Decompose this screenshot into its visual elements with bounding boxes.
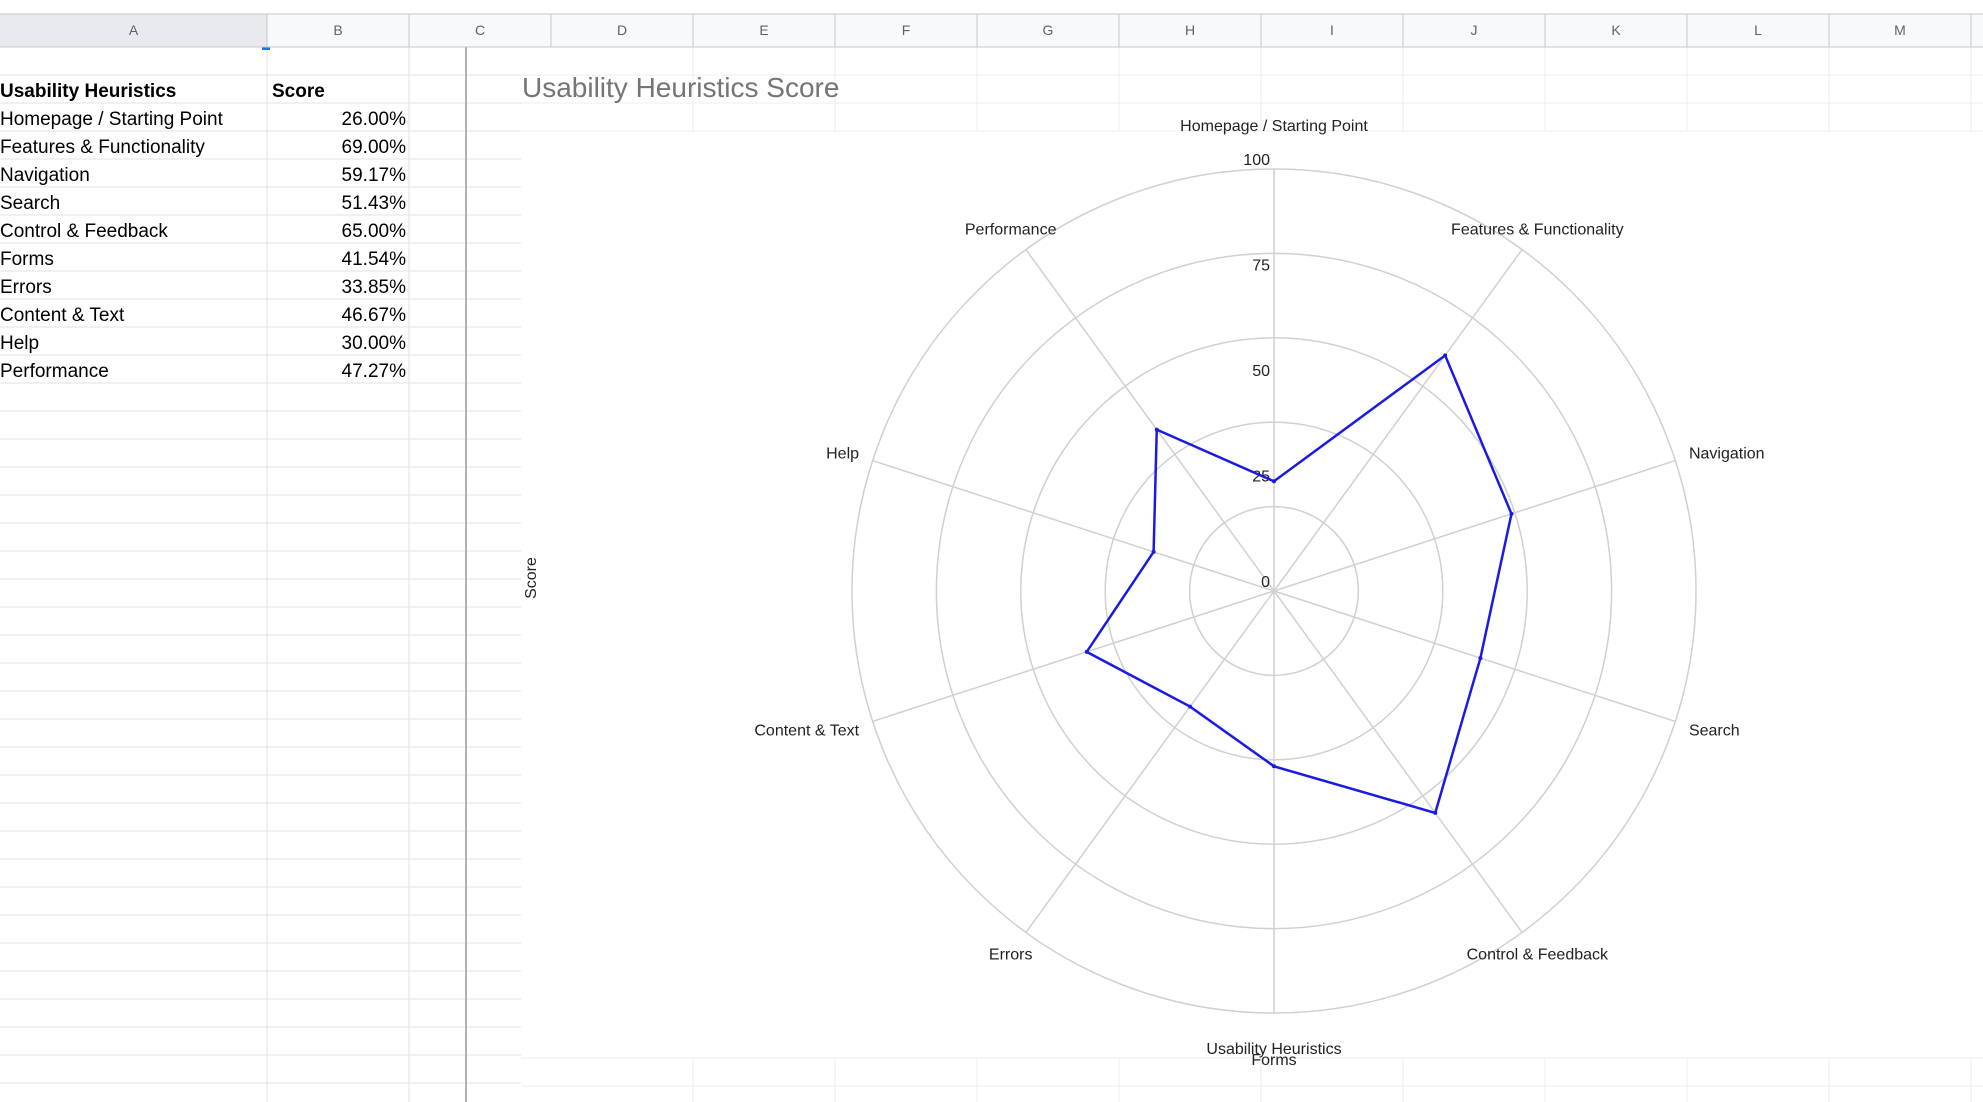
table-row-label[interactable]: Features & Functionality	[0, 137, 205, 158]
table-row-label[interactable]: Navigation	[0, 165, 90, 186]
table-row-score[interactable]: 46.67%	[341, 305, 406, 326]
table-row-score[interactable]: 51.43%	[341, 193, 406, 214]
column-header-m[interactable]: M	[1894, 22, 1906, 38]
column-header-e[interactable]: E	[759, 22, 768, 38]
table-row-score[interactable]: 26.00%	[341, 109, 406, 130]
table-row-score[interactable]: 69.00%	[341, 137, 406, 158]
column-header-c[interactable]: C	[475, 22, 485, 38]
table-row-label[interactable]: Content & Text	[0, 305, 125, 326]
column-header-h[interactable]: H	[1185, 22, 1195, 38]
table-row-score[interactable]: 30.00%	[341, 333, 406, 354]
column-header-j[interactable]: J	[1471, 22, 1478, 38]
table-row-score[interactable]: 41.54%	[341, 249, 406, 270]
column-header-k[interactable]: K	[1611, 22, 1621, 38]
column-header-selected	[0, 14, 267, 47]
table-row-score[interactable]: 59.17%	[341, 165, 406, 186]
table-row-score[interactable]: 33.85%	[341, 277, 406, 298]
column-header-d[interactable]: D	[617, 22, 627, 38]
table-row-label[interactable]: Homepage / Starting Point	[0, 109, 223, 130]
table-row-label[interactable]: Errors	[0, 277, 52, 298]
table-row-label[interactable]: Control & Feedback	[0, 221, 168, 242]
column-header-i[interactable]: I	[1330, 22, 1334, 38]
table-row-label[interactable]: Help	[0, 333, 40, 354]
table-row-label[interactable]: Forms	[0, 249, 54, 270]
table-row-label[interactable]: Search	[0, 193, 61, 214]
grid-lines	[0, 47, 1983, 1102]
column-header-g[interactable]: G	[1043, 22, 1054, 38]
chart-title: Usability Heuristics Score	[522, 72, 840, 103]
column-header-b[interactable]: B	[333, 22, 342, 38]
column-header-a[interactable]: A	[129, 22, 139, 38]
table-row-label[interactable]: Performance	[0, 361, 109, 382]
cell-a2[interactable]: Usability Heuristics	[0, 81, 177, 102]
column-header-row: A B C D E F G H I J K L M	[0, 13, 1983, 48]
table-row-score[interactable]: 47.27%	[341, 361, 406, 382]
active-cell-marker	[262, 47, 270, 50]
cell-b2[interactable]: Score	[272, 81, 325, 102]
column-header-background	[0, 14, 1983, 47]
table-row-score[interactable]: 65.00%	[341, 221, 406, 242]
column-header-l[interactable]: L	[1754, 22, 1762, 38]
column-header-f[interactable]: F	[902, 22, 911, 38]
